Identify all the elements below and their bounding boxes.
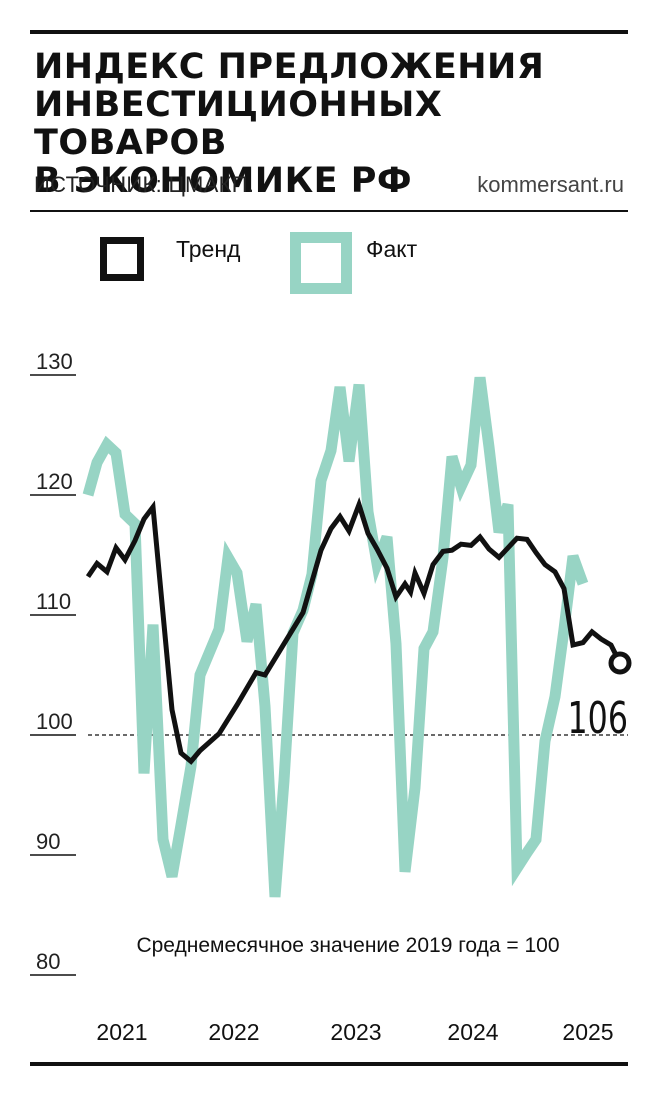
trend-end-label: 106 — [568, 693, 628, 745]
top-rule — [30, 30, 628, 34]
x-tick-label-2023: 2023 — [330, 1019, 381, 1045]
x-tick-label-2025: 2025 — [562, 1019, 613, 1045]
y-axis: 130 120 110 100 90 80 — [30, 349, 76, 976]
end-marker-group: 106 — [568, 651, 632, 745]
x-axis: 2021 2022 2023 2024 2025 — [96, 1019, 613, 1045]
title-line-1: Индекс предложения — [34, 47, 545, 87]
legend-label-trend: Тренд — [176, 236, 241, 262]
x-tick-label-2022: 2022 — [208, 1019, 259, 1045]
legend-label-fact: Факт — [366, 236, 418, 262]
y-tick-label-90: 90 — [36, 829, 60, 854]
y-tick-label-80: 80 — [36, 949, 60, 974]
legend-swatch-trend — [100, 237, 144, 281]
legend-swatch-fact — [290, 232, 352, 294]
header-divider — [30, 210, 628, 212]
y-tick-label-100: 100 — [36, 709, 73, 734]
fact-series — [82, 376, 589, 898]
trend-line — [85, 496, 623, 765]
chart-note: Среднемесячное значение 2019 года = 100 — [136, 934, 559, 957]
chart-title: Индекс предложения инвестиционных товаро… — [34, 48, 624, 200]
y-tick-label-130: 130 — [36, 349, 73, 374]
y-tick-label-120: 120 — [36, 469, 73, 494]
title-line-3: в экономике РФ — [34, 161, 413, 201]
y-tick-label-110: 110 — [36, 589, 71, 614]
x-tick-label-2024: 2024 — [447, 1019, 498, 1045]
fact-line — [82, 376, 589, 898]
x-tick-label-2021: 2021 — [96, 1019, 147, 1045]
trend-end-marker — [608, 651, 632, 675]
title-line-2: инвестиционных товаров — [34, 85, 443, 163]
bottom-rule — [30, 1062, 628, 1066]
trend-series — [85, 496, 623, 765]
source-label: ИСТОЧНИК: ЦМАКП. — [34, 172, 255, 197]
brand-link[interactable]: kommersant.ru — [477, 172, 624, 197]
